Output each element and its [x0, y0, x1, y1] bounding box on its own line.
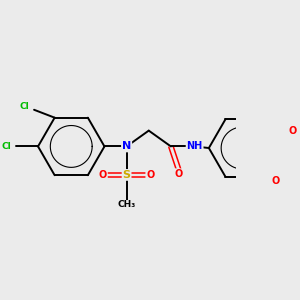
Text: Cl: Cl — [2, 142, 11, 151]
Text: O: O — [175, 169, 183, 179]
Text: N: N — [122, 141, 131, 152]
Text: O: O — [272, 176, 280, 186]
Text: CH₃: CH₃ — [118, 200, 136, 209]
Text: Cl: Cl — [20, 102, 29, 111]
Text: O: O — [99, 170, 107, 180]
Text: O: O — [289, 126, 297, 136]
Text: O: O — [146, 170, 154, 180]
Text: NH: NH — [187, 141, 203, 152]
Text: S: S — [123, 170, 130, 180]
